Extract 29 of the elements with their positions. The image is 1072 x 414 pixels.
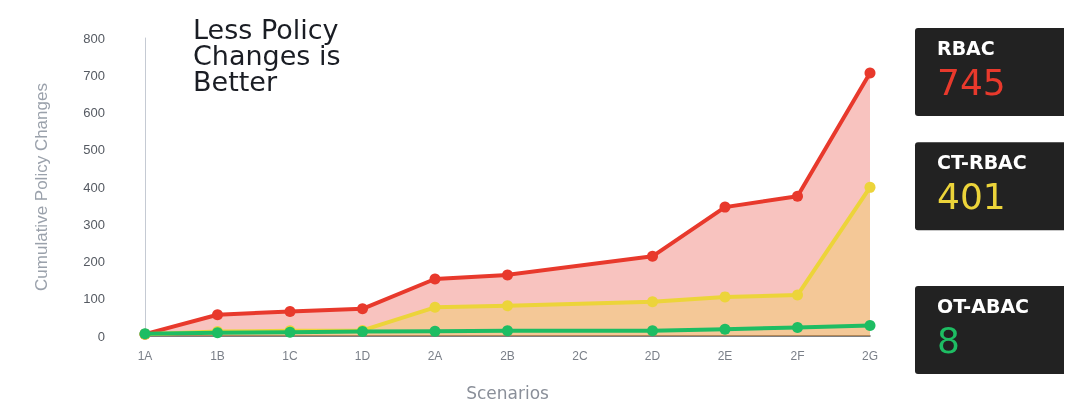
text: 401 (937, 175, 1006, 217)
y-tick-label: 500 (83, 142, 105, 158)
x-tick-label: 1C (282, 349, 298, 363)
y-axis-title: Cumulative Policy Changes (32, 83, 51, 291)
x-tick-label: 1B (210, 349, 225, 363)
y-tick-label: 200 (83, 254, 105, 269)
annotation: Less Policy Changes is Better (193, 14, 341, 97)
x-tick-label: 2F (790, 349, 805, 363)
x-tick-label: 2G (861, 349, 879, 363)
x-axis-title: Scenarios (466, 382, 550, 403)
y-tick-label: 700 (83, 67, 105, 83)
y-tick-label: 400 (83, 179, 105, 195)
x-tick-label: 2B (500, 349, 515, 363)
y-tick-label: 0 (97, 328, 105, 344)
x-tick-label: 2E (717, 349, 733, 363)
y-tick-label: 800 (83, 30, 105, 46)
y-tick-label: 600 (83, 105, 105, 120)
x-tick-label: 2C (572, 349, 588, 363)
x-tick-label: 1A (137, 349, 153, 363)
text: 745 (937, 61, 1006, 103)
text: OT-ABAC (937, 294, 1030, 317)
x-tick-label: 1D (354, 349, 371, 363)
text: RBAC (937, 36, 995, 59)
x-tick-label: 2D (644, 349, 661, 363)
y-tick-label: 300 (83, 216, 105, 232)
text: 8 (937, 319, 960, 361)
x-tick-label: 2A (427, 349, 443, 363)
y-tick-label: 100 (83, 291, 105, 307)
text: CT-RBAC (937, 150, 1027, 173)
